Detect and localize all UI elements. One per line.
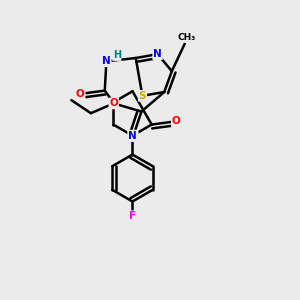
Text: O: O — [76, 89, 85, 99]
Text: N: N — [128, 130, 137, 141]
Text: H: H — [113, 50, 121, 60]
Text: S: S — [139, 91, 146, 101]
Text: F: F — [129, 211, 136, 221]
Text: O: O — [129, 131, 138, 141]
Text: O: O — [172, 116, 181, 126]
Text: O: O — [109, 98, 118, 108]
Text: CH₃: CH₃ — [177, 33, 196, 42]
Text: N: N — [102, 56, 111, 66]
Text: N: N — [153, 49, 162, 59]
